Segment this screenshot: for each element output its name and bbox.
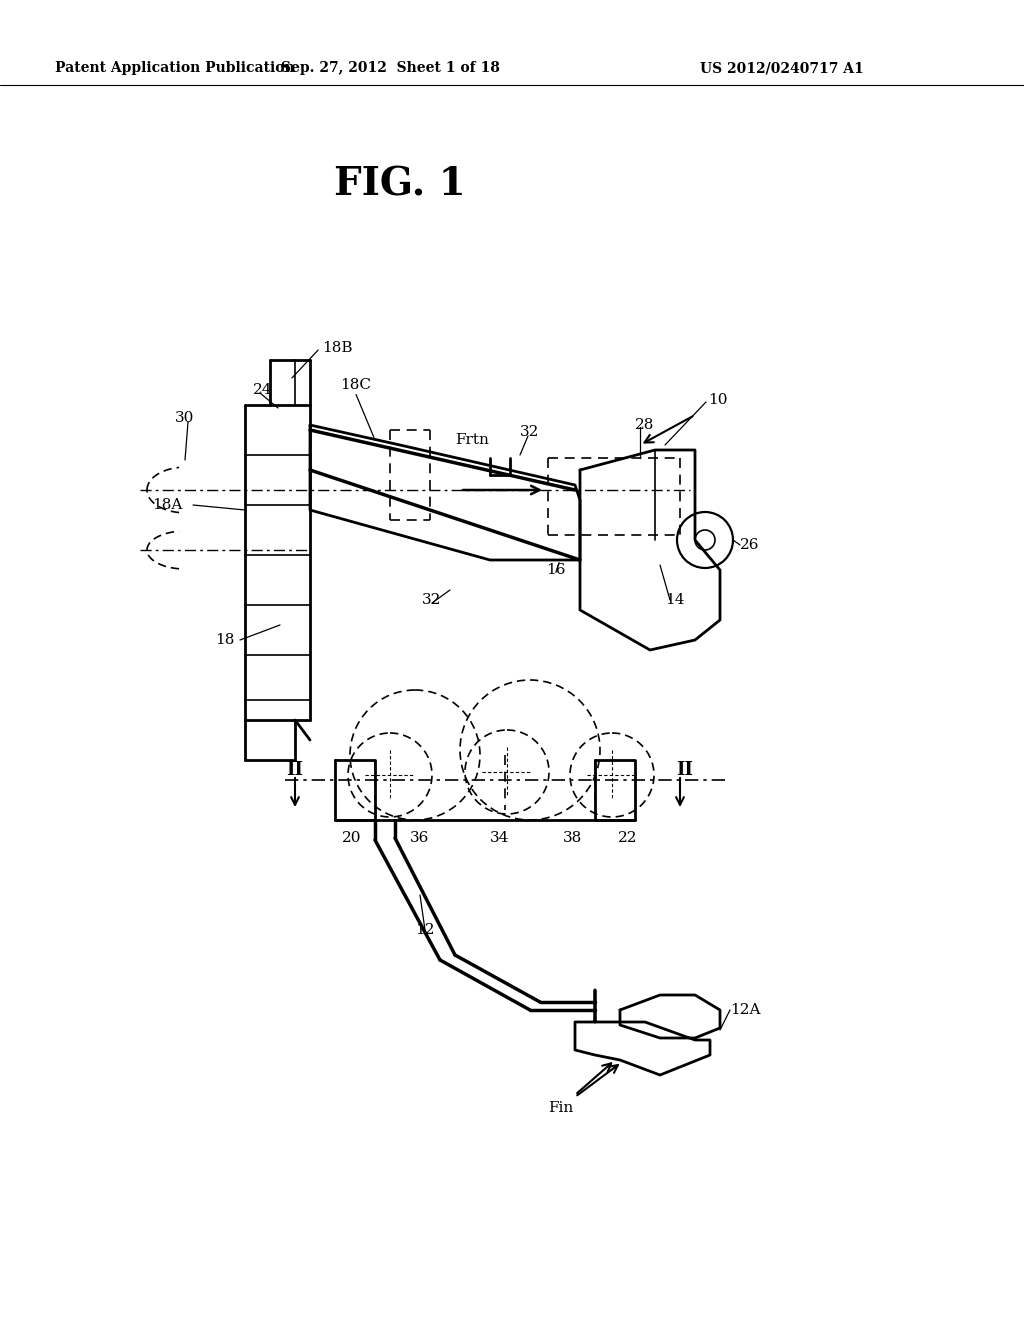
- Text: 16: 16: [546, 564, 565, 577]
- Text: 10: 10: [708, 393, 727, 407]
- Text: 12: 12: [415, 923, 434, 937]
- Text: 38: 38: [563, 832, 583, 845]
- Text: 36: 36: [410, 832, 429, 845]
- Text: 18B: 18B: [322, 341, 352, 355]
- Text: Frtn: Frtn: [455, 433, 488, 447]
- Text: 22: 22: [618, 832, 638, 845]
- Text: 32: 32: [422, 593, 441, 607]
- Text: 26: 26: [740, 539, 760, 552]
- Text: Patent Application Publication: Patent Application Publication: [55, 61, 295, 75]
- Text: 30: 30: [175, 411, 195, 425]
- Text: 28: 28: [635, 418, 654, 432]
- Text: FIG. 1: FIG. 1: [334, 166, 466, 205]
- Text: II: II: [287, 762, 303, 779]
- Text: US 2012/0240717 A1: US 2012/0240717 A1: [700, 61, 864, 75]
- Text: 32: 32: [520, 425, 540, 440]
- Text: 18A: 18A: [152, 498, 182, 512]
- Text: 14: 14: [665, 593, 684, 607]
- Text: II: II: [677, 762, 693, 779]
- Text: 24: 24: [253, 383, 272, 397]
- Text: 20: 20: [342, 832, 361, 845]
- Text: Sep. 27, 2012  Sheet 1 of 18: Sep. 27, 2012 Sheet 1 of 18: [281, 61, 500, 75]
- Text: 18: 18: [215, 634, 234, 647]
- Text: 12A: 12A: [730, 1003, 761, 1016]
- Text: 18C: 18C: [340, 378, 371, 392]
- Text: Fin: Fin: [548, 1101, 573, 1115]
- Text: 34: 34: [490, 832, 509, 845]
